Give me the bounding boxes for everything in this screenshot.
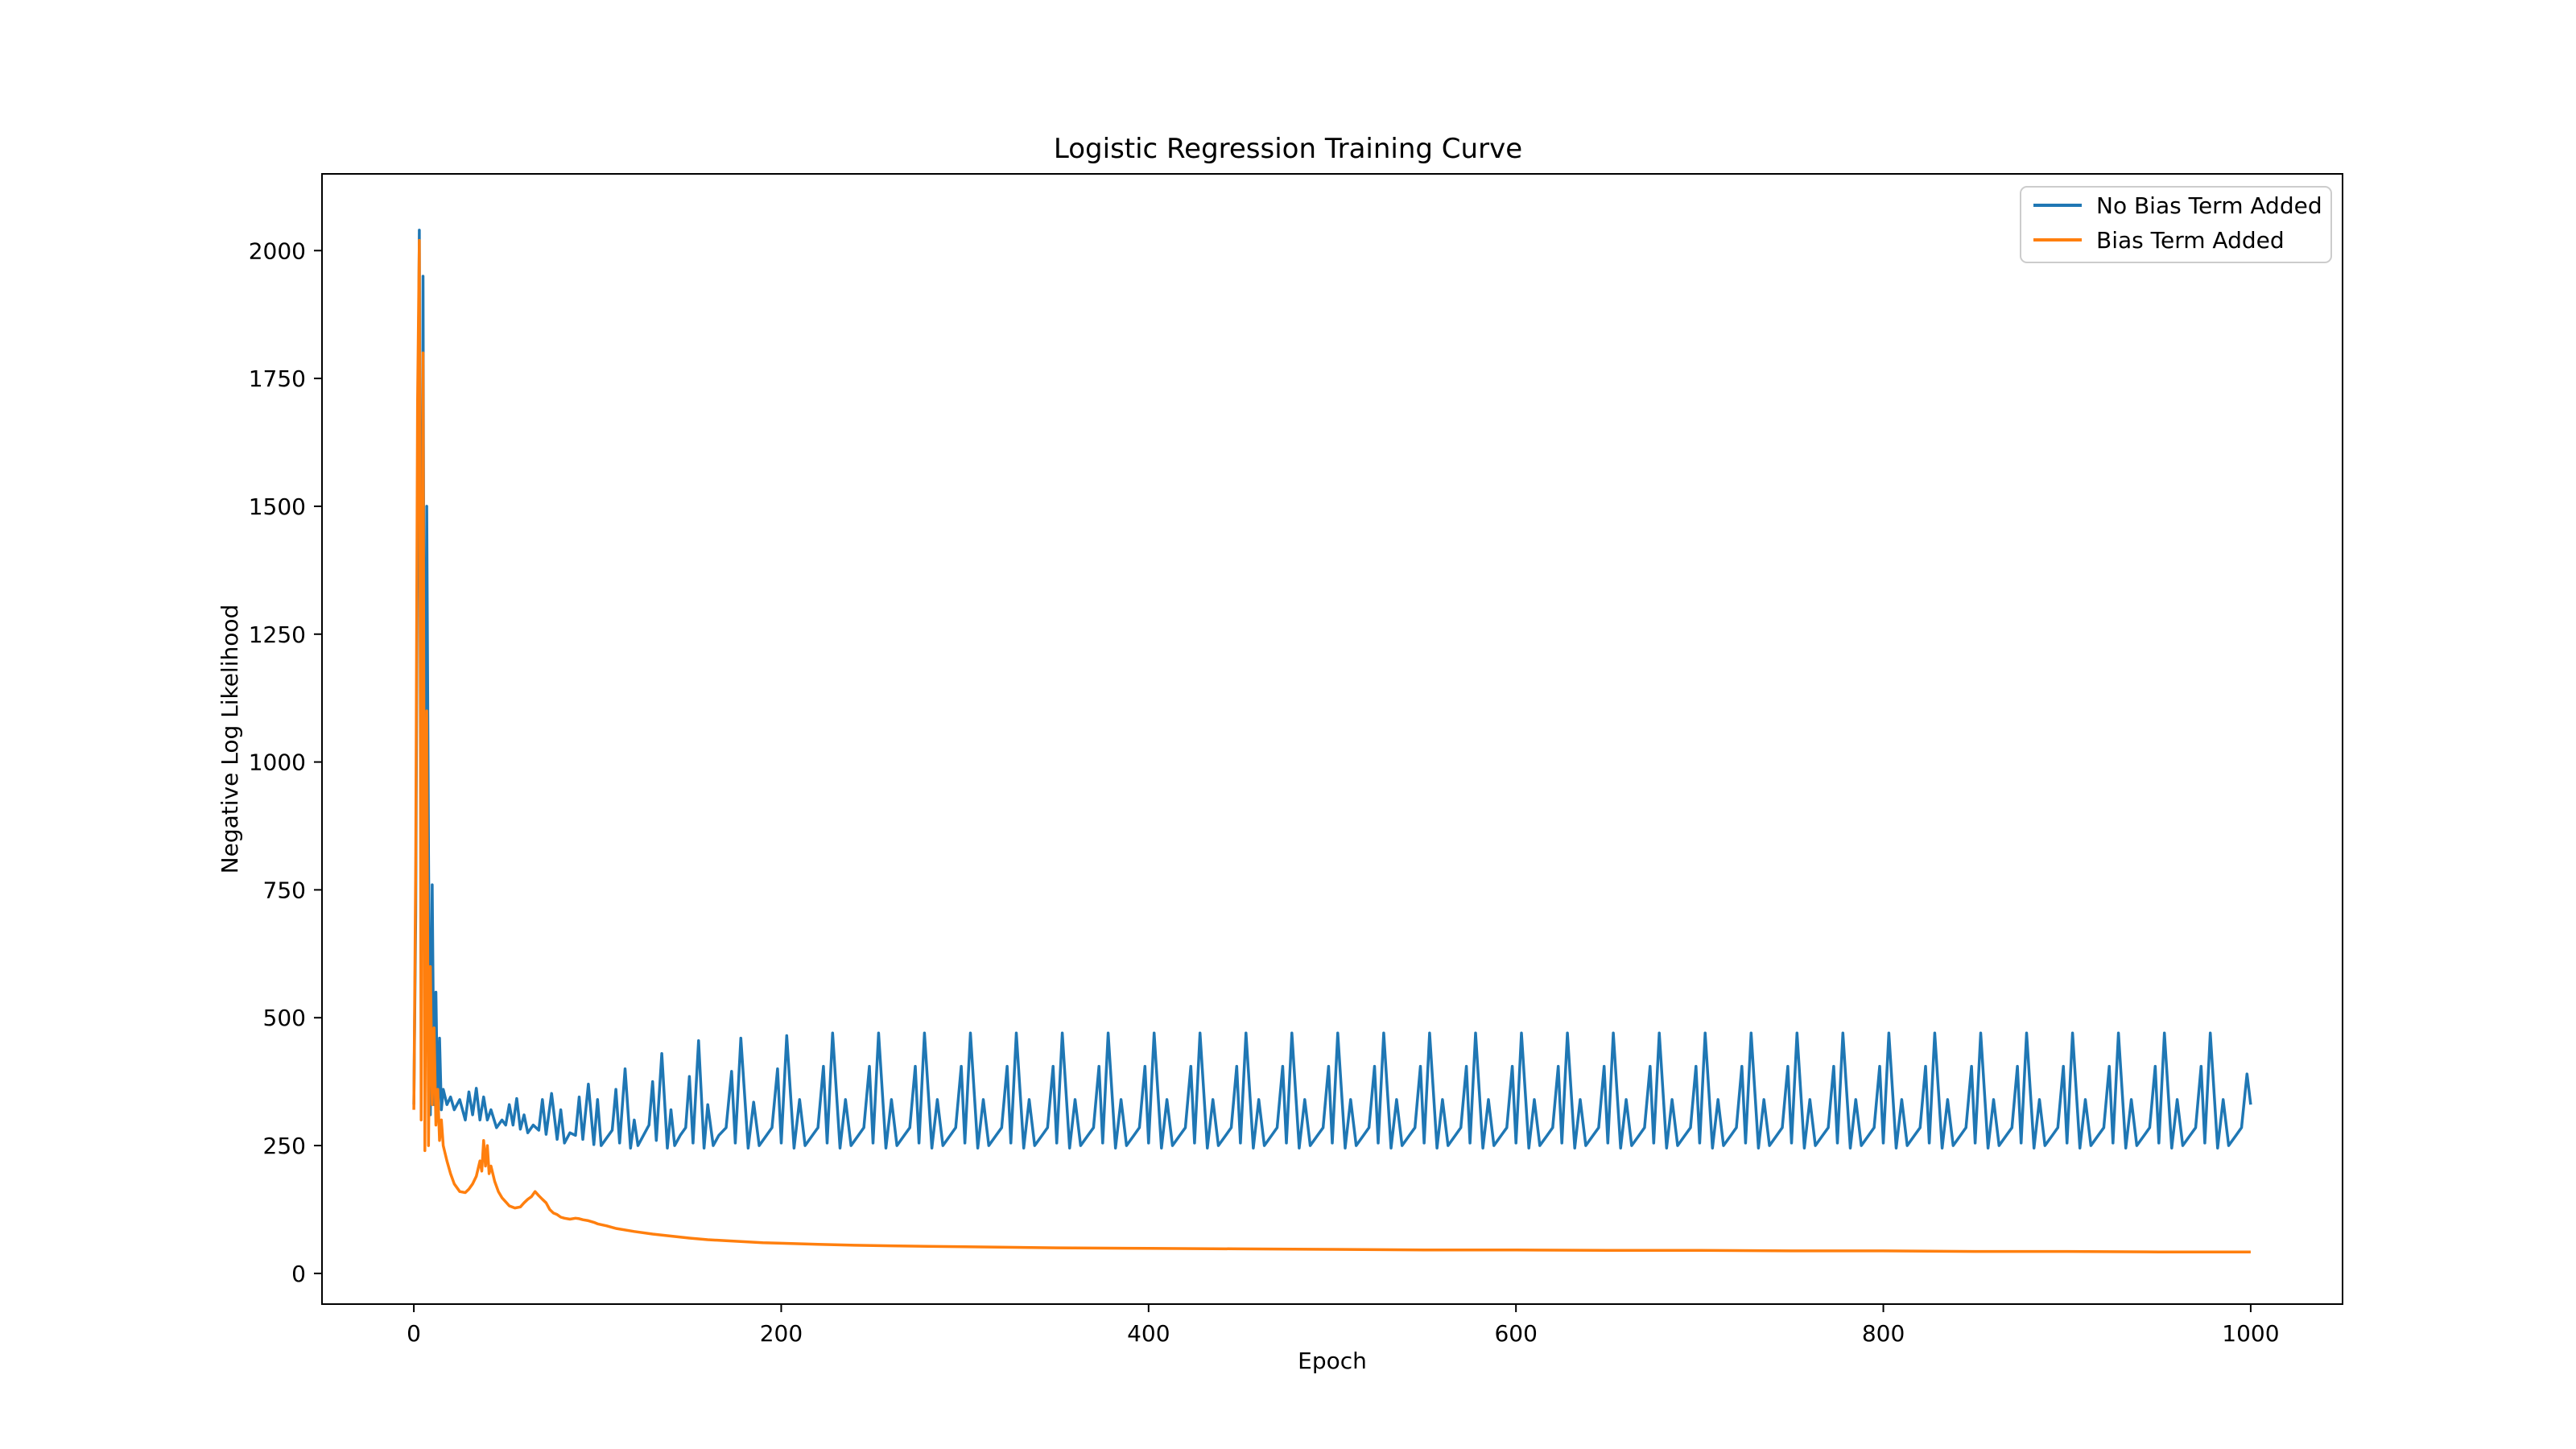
x-axis-ticks: 0 200 400 600 800 1000 bbox=[407, 1304, 2280, 1347]
series-line-no-bias bbox=[412, 229, 2252, 1150]
series-layer bbox=[412, 229, 2252, 1253]
y-tick-label: 750 bbox=[263, 877, 306, 903]
x-axis-label: Epoch bbox=[1298, 1348, 1367, 1374]
plot-frame bbox=[321, 173, 2343, 1305]
x-tick-label: 1000 bbox=[2222, 1320, 2279, 1347]
legend-label-bias: Bias Term Added bbox=[2096, 227, 2285, 254]
x-tick-label: 800 bbox=[1862, 1320, 1905, 1347]
chart-title: Logistic Regression Training Curve bbox=[1054, 133, 1522, 165]
y-axis-label: Negative Log Likelihood bbox=[217, 605, 243, 874]
y-axis-ticks: 0 250 500 750 1000 1250 1500 1750 2000 bbox=[249, 237, 322, 1287]
x-tick-label: 600 bbox=[1494, 1320, 1537, 1347]
legend-label-no-bias: No Bias Term Added bbox=[2096, 192, 2322, 219]
x-tick-label: 400 bbox=[1127, 1320, 1170, 1347]
x-tick-label: 0 bbox=[407, 1320, 421, 1347]
y-tick-label: 1750 bbox=[249, 365, 306, 392]
y-tick-label: 250 bbox=[263, 1133, 306, 1159]
legend: No Bias Term Added Bias Term Added bbox=[2020, 186, 2332, 263]
y-tick-label: 1500 bbox=[249, 493, 306, 520]
y-tick-label: 0 bbox=[291, 1261, 306, 1287]
y-tick-label: 500 bbox=[263, 1005, 306, 1031]
series-line-bias bbox=[412, 238, 2251, 1253]
legend-box bbox=[2020, 186, 2332, 263]
y-tick-label: 2000 bbox=[249, 237, 306, 264]
x-tick-label: 200 bbox=[760, 1320, 803, 1347]
plot-area bbox=[321, 173, 2343, 1305]
y-tick-label: 1000 bbox=[249, 749, 306, 776]
y-tick-label: 1250 bbox=[249, 621, 306, 648]
